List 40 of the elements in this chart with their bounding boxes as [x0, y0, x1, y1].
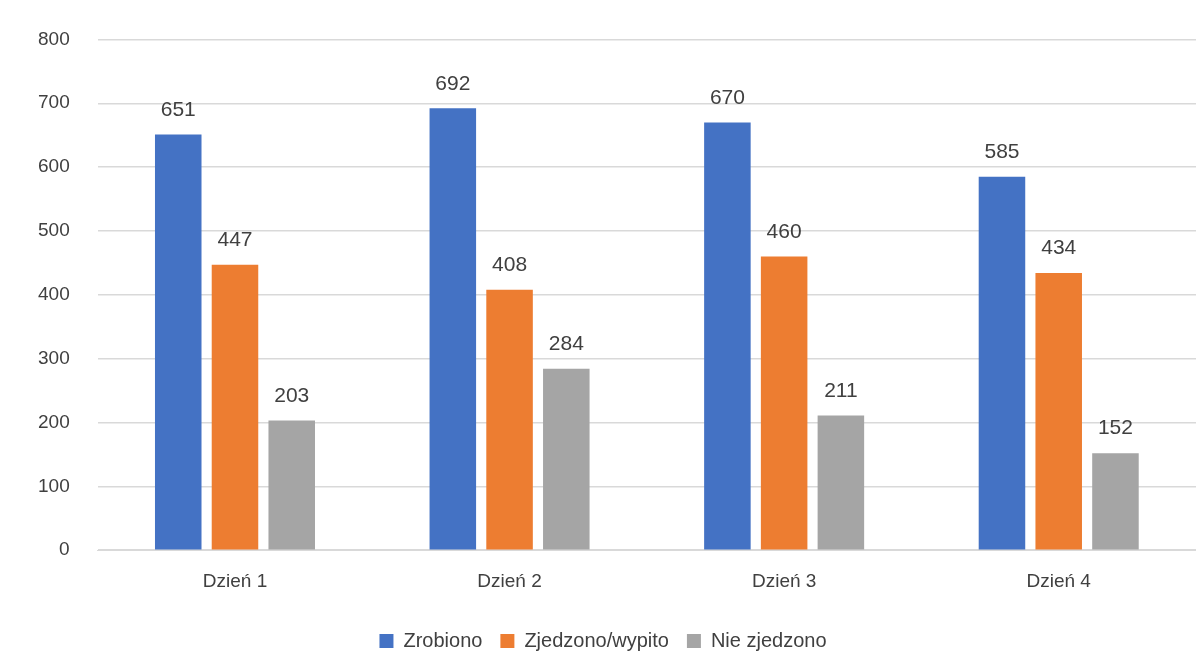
data-label: 152	[1097, 415, 1133, 439]
data-label: 211	[824, 377, 858, 401]
bar	[1092, 453, 1139, 550]
data-label: 434	[1041, 235, 1077, 259]
data-label: 203	[274, 382, 310, 406]
data-label: 447	[217, 227, 253, 251]
legend-label: Nie zjedzono	[710, 628, 827, 651]
x-tick-label: Dzień 4	[1026, 569, 1092, 591]
bar	[760, 256, 808, 550]
y-tick-label: 700	[38, 91, 70, 113]
bar	[486, 289, 533, 550]
bar	[978, 176, 1026, 550]
data-label: 460	[766, 218, 802, 242]
bar	[154, 134, 202, 550]
y-tick-label: 200	[38, 410, 70, 432]
bar	[268, 420, 315, 550]
x-tick-label: Dzień 1	[202, 569, 268, 591]
legend-label: Zjedzono/wypito	[524, 628, 669, 651]
data-label: 585	[984, 138, 1020, 162]
data-label: 692	[435, 70, 471, 94]
x-tick-label: Dzień 2	[477, 569, 542, 591]
bar	[543, 368, 590, 550]
legend-label: Zrobiono	[403, 628, 483, 651]
bar	[211, 264, 259, 550]
data-label: 670	[709, 84, 745, 108]
bar	[429, 108, 477, 550]
y-tick-label: 300	[38, 346, 70, 368]
x-tick-label: Dzień 3	[751, 569, 817, 591]
y-tick-label: 500	[38, 219, 70, 241]
y-tick-label: 800	[38, 27, 70, 49]
y-tick-label: 400	[38, 283, 70, 305]
bar	[1035, 273, 1082, 550]
y-tick-label: 100	[38, 474, 70, 496]
bar	[817, 415, 865, 550]
data-label: 651	[160, 96, 196, 120]
y-tick-label: 600	[38, 155, 70, 177]
data-label: 284	[548, 331, 585, 355]
bar	[704, 122, 751, 550]
y-tick-label: 0	[59, 538, 70, 560]
data-label: 408	[492, 251, 528, 275]
